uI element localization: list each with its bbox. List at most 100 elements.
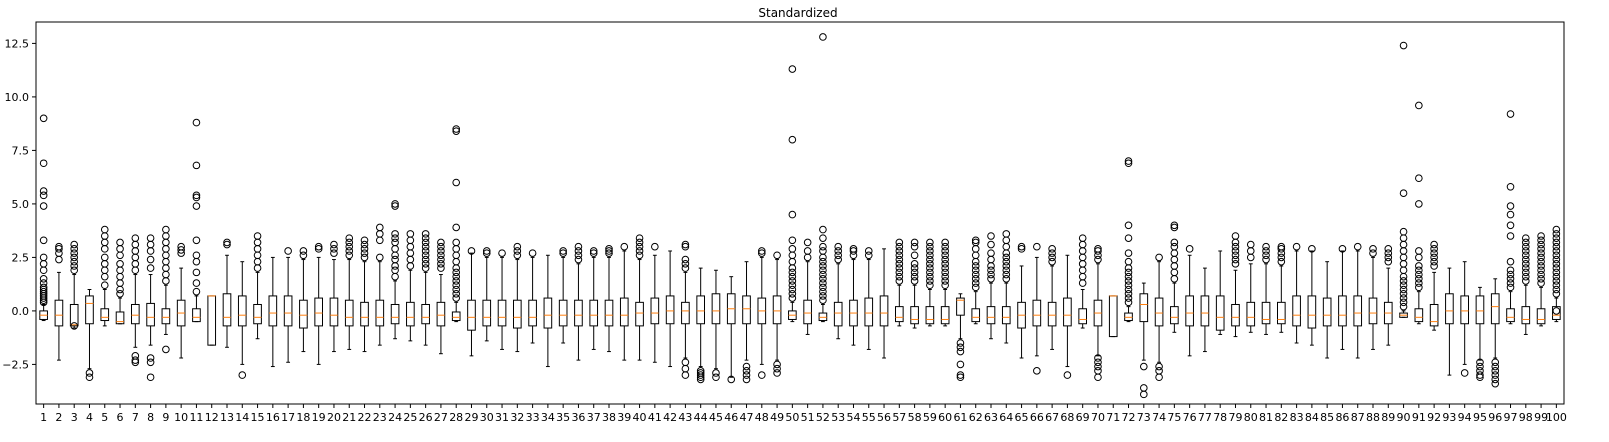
box-93 <box>1445 267 1454 376</box>
outlier-point <box>1155 367 1163 375</box>
outlier-point <box>987 266 995 275</box>
outlier-point <box>1048 257 1056 266</box>
box-44 <box>696 267 705 384</box>
box-body <box>451 311 461 322</box>
outlier-point <box>1399 253 1408 262</box>
box-60 <box>940 238 950 327</box>
outlier-point <box>1308 245 1316 253</box>
outlier-point <box>162 232 170 240</box>
box-body <box>1536 308 1546 325</box>
y-tick-label: 7.5 <box>12 144 30 157</box>
box-body <box>1460 295 1469 325</box>
box-body <box>100 308 110 322</box>
outlier-point <box>1094 373 1102 382</box>
box-2 <box>54 242 64 361</box>
outlier-point <box>1078 260 1087 268</box>
outlier-point <box>1369 245 1377 253</box>
x-tick-label: 64 <box>999 411 1013 424</box>
x-tick-label: 58 <box>908 411 922 424</box>
outlier-point <box>116 272 124 281</box>
x-tick-label: 49 <box>770 411 784 424</box>
box-body <box>482 299 492 327</box>
plot-frame <box>35 21 1565 405</box>
x-tick-label: 71 <box>1106 411 1120 424</box>
outlier-point <box>1399 240 1408 249</box>
outlier-point <box>162 264 170 272</box>
box-body <box>589 299 599 327</box>
outlier-point <box>1002 236 1011 245</box>
outlier-point <box>452 294 461 302</box>
outlier-point <box>421 260 430 268</box>
y-axis: −2.5 0.0 2.5 5.0 7.5 10.0 12.5 <box>2 37 36 371</box>
outlier-point <box>1140 362 1148 371</box>
box-body <box>1032 299 1042 327</box>
outlier-point <box>987 240 995 249</box>
outlier-point <box>574 255 583 264</box>
outlier-point <box>1094 358 1102 367</box>
x-tick-label: 53 <box>831 411 845 424</box>
x-tick-label: 36 <box>571 411 585 424</box>
outlier-point <box>1537 262 1545 270</box>
outlier-point <box>85 369 94 377</box>
box-56 <box>879 248 889 359</box>
outlier-point <box>146 240 155 249</box>
outlier-point <box>1170 238 1179 247</box>
outlier-point <box>910 277 919 285</box>
box-body <box>619 297 629 327</box>
box-16 <box>268 256 278 368</box>
outlier-point <box>788 210 797 219</box>
outlier-point <box>895 242 904 251</box>
outlier-point <box>1231 255 1240 264</box>
outlier-point <box>651 242 659 251</box>
outlier-point <box>971 279 980 287</box>
outlier-point <box>788 281 797 290</box>
box-body <box>543 297 553 329</box>
outlier-point <box>910 264 919 272</box>
box-3 <box>69 240 79 330</box>
outlier-point <box>803 253 812 262</box>
box-81 <box>1261 242 1271 335</box>
outlier-point <box>1506 182 1515 191</box>
x-tick-label: 22 <box>358 411 372 424</box>
box-46 <box>726 276 736 384</box>
outlier-point <box>803 247 812 255</box>
x-tick-label: 98 <box>1519 411 1533 424</box>
outlier-point <box>1491 379 1500 388</box>
box-92 <box>1429 240 1439 331</box>
outlier-point <box>788 289 797 298</box>
outlier-point <box>819 283 827 292</box>
outlier-point <box>1353 242 1362 251</box>
y-tick-label: 12.5 <box>5 37 30 50</box>
x-tick-label: 18 <box>296 411 310 424</box>
x-tick-label: 44 <box>694 411 708 424</box>
outlier-point <box>1552 281 1561 290</box>
outlier-point <box>376 236 384 245</box>
outlier-point <box>177 242 185 251</box>
outlier-point <box>1170 221 1179 230</box>
outlier-point <box>1552 307 1561 315</box>
box-body <box>742 295 751 325</box>
box-body <box>803 299 812 325</box>
outlier-point <box>421 238 430 247</box>
box-body <box>696 295 705 325</box>
box-body <box>574 299 583 327</box>
box-73 <box>1139 282 1149 399</box>
box-45 <box>711 269 721 382</box>
outlier-point <box>987 232 995 240</box>
x-tick-label: 70 <box>1091 411 1105 424</box>
x-tick-label: 27 <box>434 411 448 424</box>
box-body <box>971 308 981 323</box>
outlier-point <box>146 373 155 382</box>
x-tick-label: 52 <box>816 411 830 424</box>
box-89 <box>1383 245 1393 346</box>
outlier-point <box>1170 262 1179 270</box>
box-54 <box>849 245 858 346</box>
box-62 <box>971 236 981 325</box>
box-50 <box>788 65 797 323</box>
box-27 <box>436 238 446 355</box>
outlier-point <box>39 202 48 210</box>
outlier-point <box>574 247 583 255</box>
chart-title: Standardized <box>758 6 837 20</box>
outlier-point <box>452 285 461 294</box>
x-tick-label: 84 <box>1305 411 1319 424</box>
